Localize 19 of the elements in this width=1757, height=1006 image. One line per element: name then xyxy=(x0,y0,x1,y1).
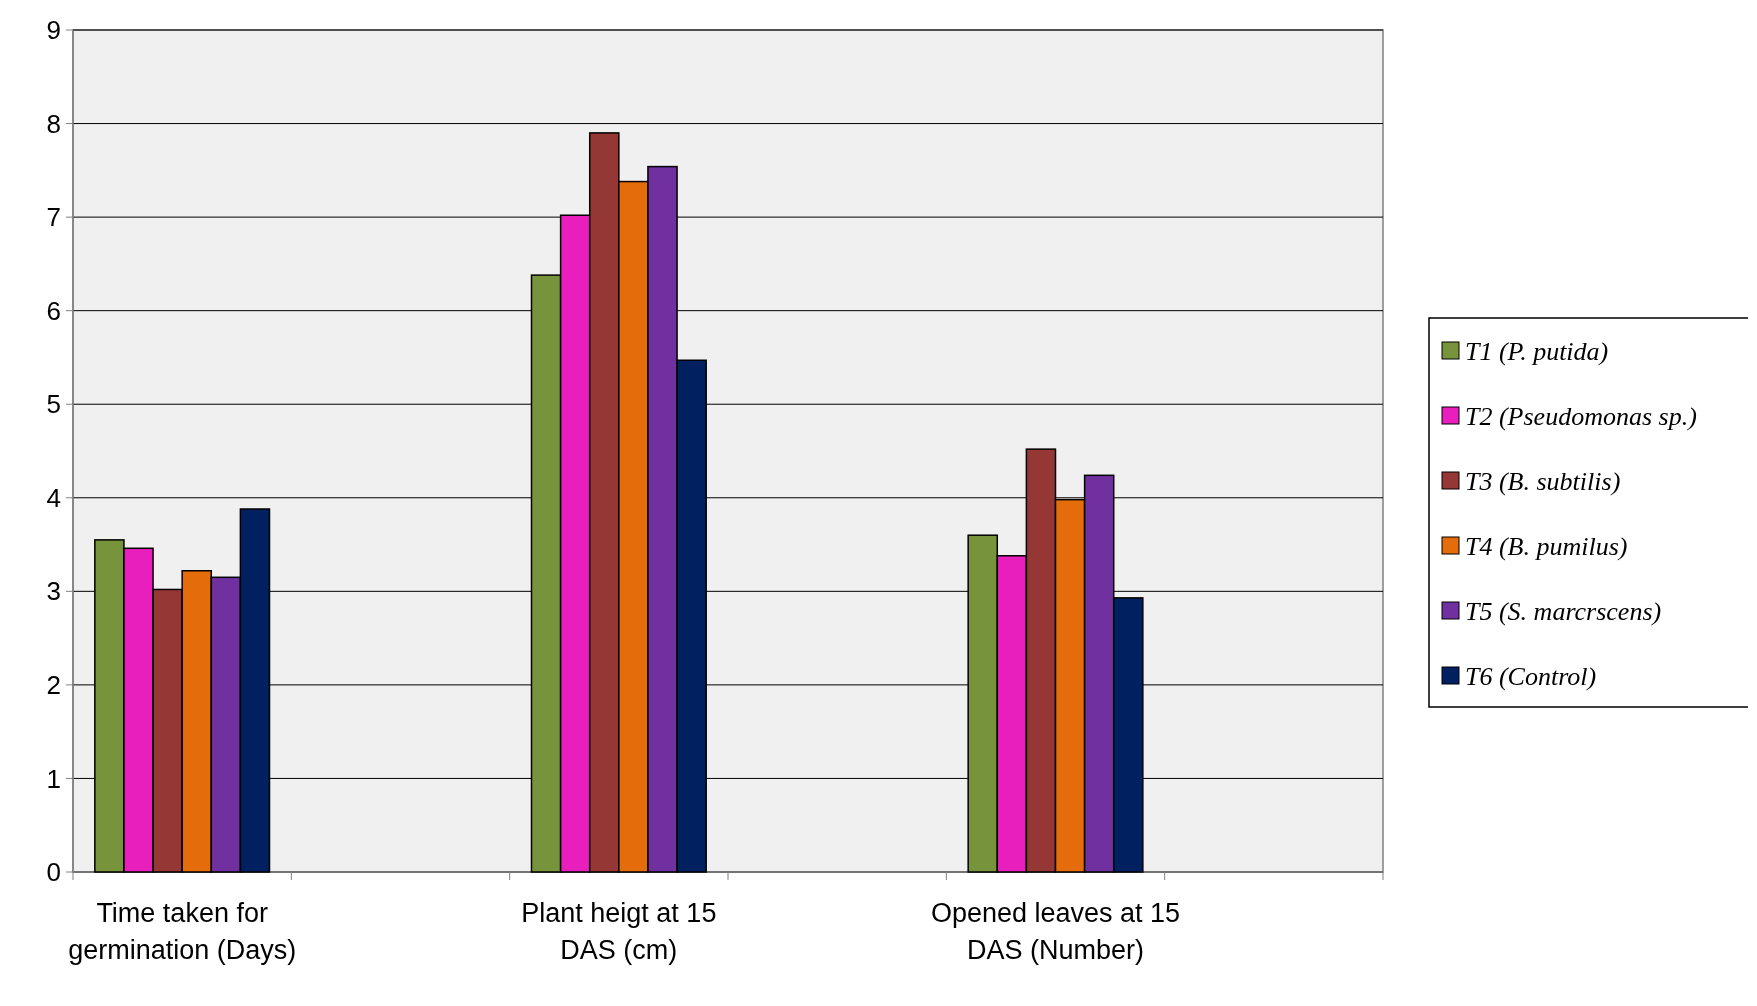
y-tick-label: 6 xyxy=(46,295,61,326)
legend-label: T1 (P. putida) xyxy=(1465,337,1609,367)
y-tick-label: 3 xyxy=(46,576,61,607)
x-tick-label: Time taken for germination (Days) xyxy=(68,898,297,965)
x-tick-label: Opened leaves at 15 DAS (Number) xyxy=(930,898,1181,965)
legend-label: T5 (S. marcrscens) xyxy=(1465,597,1662,627)
legend-label: T6 (Control) xyxy=(1465,662,1597,692)
y-tick-label: 9 xyxy=(46,15,61,46)
legend-label: T2 (Pseudomonas sp.) xyxy=(1465,402,1697,432)
legend-label: T3 (B. subtilis) xyxy=(1465,467,1621,497)
y-tick-label: 5 xyxy=(46,389,61,420)
y-tick-label: 8 xyxy=(46,108,61,139)
y-tick-label: 4 xyxy=(46,482,61,513)
y-tick-label: 7 xyxy=(46,202,61,233)
x-tick-label: Plant heigt at 15 DAS (cm) xyxy=(521,898,717,965)
y-tick-label: 2 xyxy=(46,669,61,700)
legend-label: T4 (B. pumilus) xyxy=(1465,532,1628,562)
y-tick-label: 1 xyxy=(46,763,61,794)
y-tick-label: 0 xyxy=(46,857,61,888)
